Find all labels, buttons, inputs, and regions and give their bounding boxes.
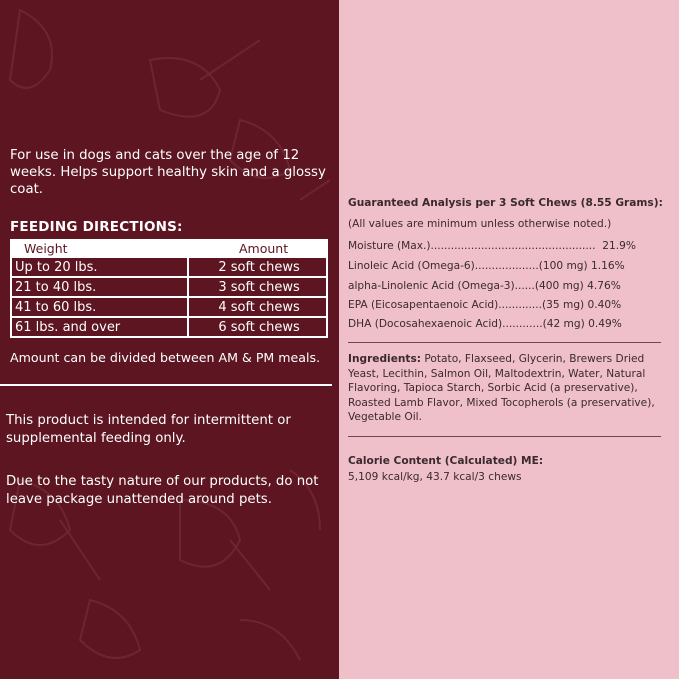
weight-cell: 41 to 60 lbs.	[12, 298, 188, 316]
table-header-row: Weight Amount	[12, 241, 326, 256]
analysis-row: DHA (Docosahexaenoic Acid)............(4…	[348, 318, 622, 330]
table-row: Up to 20 lbs. 2 soft chews	[12, 258, 326, 276]
lamb-chop-pattern-icon	[8, 8, 331, 661]
weight-cell: Up to 20 lbs.	[12, 258, 188, 276]
amount-header: Amount	[189, 241, 326, 256]
weight-header: Weight	[12, 241, 188, 256]
guaranteed-analysis-note: (All values are minimum unless otherwise…	[348, 218, 612, 230]
weight-cell: 61 lbs. and over	[12, 318, 188, 336]
table-row: 61 lbs. and over 6 soft chews	[12, 318, 326, 336]
analysis-row: EPA (Eicosapentaenoic Acid).............…	[348, 299, 622, 311]
divider	[348, 342, 661, 343]
feeding-directions-title: FEEDING DIRECTIONS:	[10, 219, 183, 235]
analysis-row: Linoleic Acid (Omega-6).................…	[348, 260, 625, 272]
warning-text: Due to the tasty nature of our products,…	[6, 474, 319, 507]
ingredients-text: Potato, Flaxseed, Glycerin, Brewers Drie…	[348, 353, 655, 423]
analysis-row: alpha-Linolenic Acid (Omega-3)......(400…	[348, 280, 621, 292]
amount-cell: 4 soft chews	[189, 298, 326, 316]
feeding-note: Amount can be divided between AM & PM me…	[10, 350, 321, 365]
analysis-row: Moisture (Max.).........................…	[348, 240, 636, 252]
right-panel: Guaranteed Analysis per 3 Soft Chews (8.…	[339, 0, 679, 679]
feeding-table: Weight Amount Up to 20 lbs. 2 soft chews …	[10, 239, 328, 338]
ingredients-label: Ingredients:	[348, 353, 422, 365]
amount-cell: 2 soft chews	[189, 258, 326, 276]
guaranteed-analysis-title: Guaranteed Analysis per 3 Soft Chews (8.…	[348, 197, 663, 209]
calorie-value: 5,109 kcal/kg, 43.7 kcal/3 chews	[348, 471, 522, 483]
amount-cell: 6 soft chews	[189, 318, 326, 336]
divider	[0, 384, 332, 386]
supplemental-text: This product is intended for intermitten…	[6, 413, 291, 446]
weight-cell: 21 to 40 lbs.	[12, 278, 188, 296]
intro-text: For use in dogs and cats over the age of…	[10, 148, 326, 197]
calorie-label: Calorie Content (Calculated) ME:	[348, 455, 544, 467]
ingredients: Ingredients: Potato, Flaxseed, Glycerin,…	[348, 352, 663, 425]
calorie-content: Calorie Content (Calculated) ME: 5,109 kc…	[348, 453, 543, 485]
table-row: 41 to 60 lbs. 4 soft chews	[12, 298, 326, 316]
divider	[348, 436, 661, 437]
table-row: 21 to 40 lbs. 3 soft chews	[12, 278, 326, 296]
left-panel: For use in dogs and cats over the age of…	[0, 0, 339, 679]
amount-cell: 3 soft chews	[189, 278, 326, 296]
